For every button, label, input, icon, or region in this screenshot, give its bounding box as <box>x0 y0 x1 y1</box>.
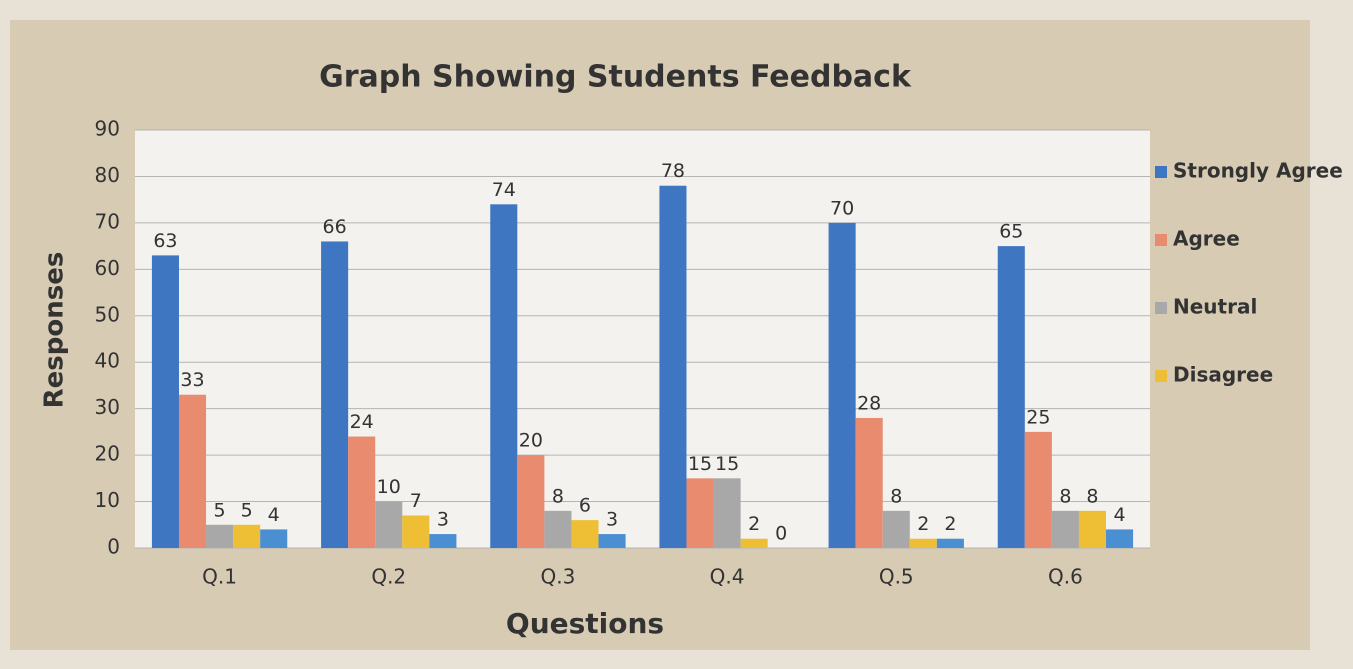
data-label: 6 <box>579 495 591 517</box>
y-tick-label: 70 <box>95 209 120 233</box>
data-label: 70 <box>830 197 854 219</box>
data-label: 78 <box>661 160 685 182</box>
y-tick-label: 0 <box>107 535 120 559</box>
data-label: 24 <box>350 411 374 433</box>
bar <box>1024 431 1052 548</box>
data-label: 2 <box>917 513 929 535</box>
legend-swatch <box>1155 370 1167 382</box>
data-label: 3 <box>606 509 618 531</box>
data-label: 63 <box>153 230 177 252</box>
bar <box>517 455 545 548</box>
x-tick-label: Q.5 <box>879 565 914 589</box>
data-label: 8 <box>1059 485 1071 507</box>
bar <box>828 222 856 548</box>
bar <box>997 246 1025 548</box>
x-tick-label: Q.2 <box>371 565 406 589</box>
bar <box>178 394 207 548</box>
bar <box>713 478 741 548</box>
data-label: 8 <box>1086 485 1098 507</box>
x-tick-label: Q.4 <box>710 565 745 589</box>
bar <box>1051 510 1079 548</box>
y-tick-label: 20 <box>95 442 120 466</box>
data-label: 7 <box>410 490 422 512</box>
data-label: 8 <box>552 485 564 507</box>
legend-label: Agree <box>1173 227 1240 251</box>
y-tick-label: 40 <box>95 349 120 373</box>
data-label: 4 <box>1114 504 1126 526</box>
bar <box>321 241 349 548</box>
bar <box>544 510 572 548</box>
legend-label: Neutral <box>1173 295 1257 319</box>
bar <box>490 204 518 549</box>
data-label: 4 <box>268 504 280 526</box>
bar <box>402 515 430 548</box>
legend-swatch <box>1155 302 1167 314</box>
data-label: 0 <box>775 523 787 545</box>
data-label: 15 <box>688 453 712 475</box>
legend-label: Strongly Agree <box>1173 159 1343 183</box>
data-label: 25 <box>1026 406 1050 428</box>
y-tick-label: 90 <box>95 117 120 141</box>
bar <box>1106 529 1134 548</box>
bar <box>936 538 964 548</box>
bar <box>598 534 626 548</box>
data-label: 33 <box>180 369 204 391</box>
bar <box>855 417 883 548</box>
bar <box>348 436 376 548</box>
y-tick-label: 50 <box>95 302 120 326</box>
data-label: 10 <box>377 476 401 498</box>
x-axis-label: Questions <box>506 607 664 640</box>
x-tick-label: Q.1 <box>202 565 237 589</box>
bar <box>233 524 261 548</box>
data-label: 74 <box>492 179 516 201</box>
data-label: 3 <box>437 509 449 531</box>
chart-title: Graph Showing Students Feedback <box>319 60 912 95</box>
data-label: 8 <box>890 485 902 507</box>
data-label: 28 <box>857 392 881 414</box>
bar <box>429 534 457 548</box>
data-label: 65 <box>999 221 1023 243</box>
y-tick-label: 80 <box>95 163 120 187</box>
bar <box>740 538 768 548</box>
legend-swatch <box>1155 166 1167 178</box>
y-axis-label: Responses <box>40 252 70 409</box>
y-tick-label: 30 <box>95 395 120 419</box>
x-tick-label: Q.3 <box>541 565 576 589</box>
data-label: 5 <box>214 499 226 521</box>
data-label: 20 <box>519 430 543 452</box>
bar <box>571 520 599 548</box>
bar <box>909 538 937 548</box>
data-label: 15 <box>715 453 739 475</box>
bar <box>151 255 179 548</box>
data-label: 2 <box>944 513 956 535</box>
y-tick-label: 10 <box>95 488 120 512</box>
bar <box>1078 510 1107 548</box>
legend-label: Disagree <box>1173 363 1273 387</box>
data-label: 2 <box>748 513 760 535</box>
legend-swatch <box>1155 234 1167 246</box>
bar <box>206 524 234 548</box>
y-tick-label: 60 <box>95 256 120 280</box>
data-label: 66 <box>323 216 347 238</box>
bar <box>375 501 403 548</box>
bar <box>686 478 714 548</box>
plot-area <box>135 130 1150 548</box>
x-tick-label: Q.6 <box>1048 565 1083 589</box>
bar <box>659 185 687 548</box>
data-label: 5 <box>241 499 253 521</box>
bar <box>260 529 288 548</box>
bar <box>882 510 910 548</box>
